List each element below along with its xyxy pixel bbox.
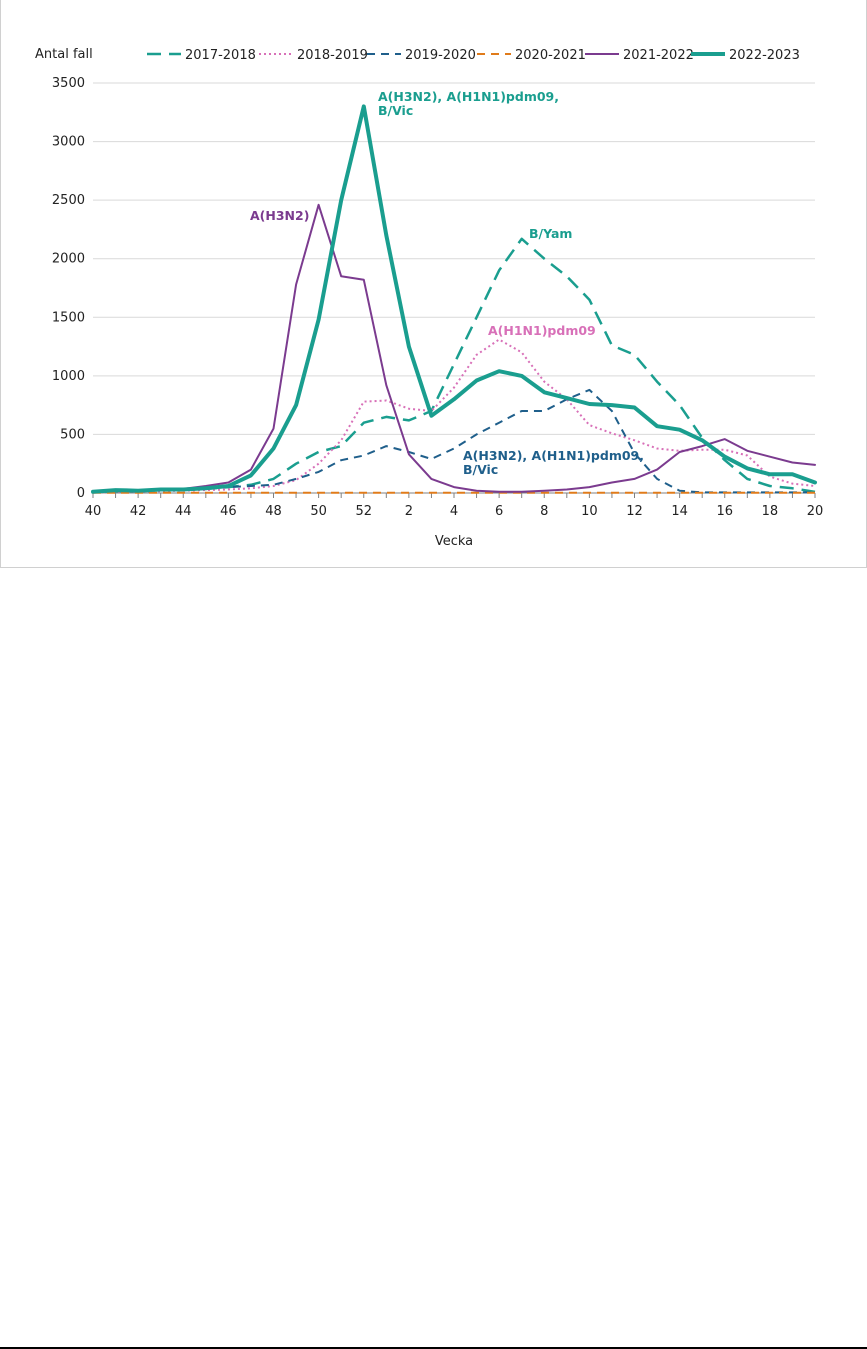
series-line-2017-2018 [92, 237, 816, 494]
legend: 2017-2018 2018-2019 2019-2020 2020-2021 2021… [147, 48, 800, 63]
chart-container: 0 500 1000 1500 2000 2500 3000 3500 40 42 44 46 48 50… [0, 0, 867, 568]
y-tick-label: 1000 [52, 369, 85, 384]
y-tick-label: 2500 [52, 193, 85, 208]
annotation-label: A(H3N2), A(H1N1)pdm09, [378, 89, 559, 104]
annotation-label: A(H1N1)pdm09 [488, 323, 596, 338]
x-tick-label: 40 [85, 504, 102, 519]
annotation-label: B/Yam [529, 226, 572, 241]
series-line-2022-2023 [91, 104, 817, 494]
y-tick-label: 0 [77, 486, 85, 501]
x-tick-label: 10 [581, 504, 598, 519]
annotation-label: A(H3N2), A(H1N1)pdm09, [463, 448, 644, 463]
x-tick-label: 12 [626, 504, 643, 519]
x-tick-label: 4 [450, 504, 458, 519]
x-tick-label: 16 [716, 504, 733, 519]
legend-label-2017-2018: 2017-2018 [185, 48, 256, 63]
x-tick-label: 50 [310, 504, 327, 519]
y-tick-label: 3000 [52, 135, 85, 150]
x-tick-label: 42 [130, 504, 147, 519]
annotation-label: A(H3N2) [250, 208, 309, 223]
x-axis-title: Vecka [435, 534, 473, 549]
page-bottom-rule [0, 1347, 867, 1349]
x-tick-label: 18 [762, 504, 779, 519]
series-lines [91, 104, 817, 494]
x-tick-label: 44 [175, 504, 192, 519]
x-tick-label: 52 [355, 504, 372, 519]
legend-label-2019-2020: 2019-2020 [405, 48, 476, 63]
series-line-2019-2020 [92, 388, 815, 494]
y-axis-title: Antal fall [35, 47, 93, 62]
y-tick-label: 1500 [52, 310, 85, 325]
x-tick-label: 46 [220, 504, 237, 519]
x-tick-label: 20 [807, 504, 824, 519]
gridlines [93, 82, 815, 435]
y-tick-label: 500 [60, 427, 85, 442]
y-tick-label: 3500 [52, 76, 85, 91]
x-tick-label: 8 [540, 504, 548, 519]
x-tick-label: 14 [671, 504, 688, 519]
legend-label-2021-2022: 2021-2022 [623, 48, 694, 63]
series-line-2018-2019 [92, 338, 816, 494]
legend-label-2018-2019: 2018-2019 [297, 48, 368, 63]
annotation-label: B/Vic [463, 462, 498, 477]
x-tick-label: 48 [265, 504, 282, 519]
legend-label-2022-2023: 2022-2023 [729, 48, 800, 63]
y-tick-label: 2000 [52, 252, 85, 267]
x-tick-label: 2 [405, 504, 413, 519]
legend-label-2020-2021: 2020-2021 [515, 48, 586, 63]
series-line-2021-2022 [92, 203, 816, 493]
annotation-label: B/Vic [378, 103, 413, 118]
annotations: A(H3N2), A(H1N1)pdm09,B/VicB/YamA(H3N2)A… [250, 89, 644, 477]
x-tick-label: 6 [495, 504, 503, 519]
